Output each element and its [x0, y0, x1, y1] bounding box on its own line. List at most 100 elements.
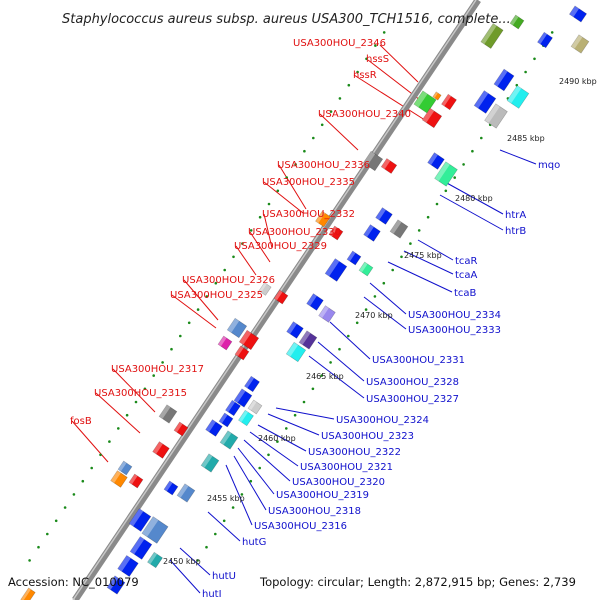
gene-label-reverse: hutU [212, 571, 236, 582]
tick-dot [355, 321, 359, 325]
gene-feature [117, 555, 139, 577]
gene-label-reverse: htrB [505, 226, 526, 237]
gene-feature [106, 575, 126, 595]
gene-feature [20, 587, 36, 600]
tick-dot [214, 532, 217, 536]
tick-dot [267, 202, 271, 206]
tick-dot [232, 255, 235, 259]
tick-dot [249, 229, 253, 232]
gene-feature [434, 161, 458, 187]
tick-dot [409, 242, 412, 245]
tick-dot [374, 44, 377, 47]
gene-feature [158, 404, 178, 424]
gene-feature [286, 321, 304, 339]
gene-feature [173, 421, 189, 437]
gene-label-forward: USA300HOU_2317 [111, 364, 204, 375]
gene-label-reverse: hutG [242, 537, 266, 548]
kbp-tick-label: 2465 kbp [306, 372, 344, 381]
gene-feature [205, 419, 223, 437]
tick-dot [205, 545, 208, 549]
kbp-tick-labels: 2490 kbp 2485 kbp 2480 kbp 2475 kbp 2470 kbp… [163, 77, 597, 566]
tick-dot [108, 440, 111, 443]
leader-line [237, 447, 275, 495]
tick-dot [338, 347, 341, 351]
gene-feature [141, 516, 169, 544]
tick-dot [179, 334, 182, 338]
gene-feature [225, 399, 241, 417]
tick-dot [249, 479, 253, 483]
kbp-tick-label: 2455 kbp [207, 494, 245, 503]
gene-label-forward: USA300HOU_2332 [262, 209, 355, 220]
gene-label-forward: USA300HOU_2340 [318, 109, 411, 120]
leader-line [183, 279, 219, 321]
tick-dot [46, 532, 49, 536]
gene-feature [226, 317, 248, 339]
gene-feature [247, 399, 263, 415]
gene-feature [315, 210, 331, 228]
tick-dot [170, 347, 173, 351]
kbp-tick-label: 2450 kbp [163, 557, 201, 566]
gene-label-reverse: USA300HOU_2333 [408, 325, 501, 336]
gene-feature [285, 341, 307, 363]
leader-line [243, 439, 291, 482]
tick-dot [258, 466, 262, 470]
gene-label-reverse: USA300HOU_2321 [300, 462, 393, 473]
tick-dot [373, 295, 377, 298]
tick-dot [311, 387, 315, 391]
leader-line [363, 296, 407, 330]
gene-label-reverse: USA300HOU_2323 [321, 431, 414, 442]
leader-line [179, 547, 211, 576]
genome-backbone [72, 0, 481, 600]
tick-dot [276, 440, 279, 443]
gene-feature [432, 91, 442, 101]
gene-label-reverse: tcaR [455, 256, 478, 267]
gene-label-forward: USA300HOU_2330 [248, 227, 341, 238]
gene-feature [152, 441, 170, 459]
tick-dot [28, 559, 31, 562]
gene-label-forward: hssS [366, 54, 389, 65]
tick-dot [99, 453, 102, 457]
leader-line [403, 250, 454, 275]
leader-line [319, 113, 359, 151]
gene-label-reverse: USA300HOU_2318 [268, 506, 361, 517]
gene-feature [358, 261, 374, 277]
tick-dot [364, 308, 368, 311]
leader-line [417, 239, 454, 261]
tick-dot [90, 466, 93, 470]
gene-feature [128, 473, 144, 489]
leader-line [499, 149, 537, 165]
leader-line [317, 341, 365, 382]
gene-feature [421, 107, 443, 129]
tick-dot [302, 400, 306, 404]
map-title: Staphylococcus aureus subsp. aureus USA3… [62, 12, 511, 27]
gene-feature [363, 224, 381, 242]
tick-dot [143, 387, 147, 391]
gene-label-forward: USA300HOU_2329 [234, 241, 327, 252]
tick-dot [223, 268, 226, 272]
gene-feature [328, 225, 344, 241]
gene-feature [258, 282, 272, 296]
gene-label-forward: USA300HOU_2346 [293, 38, 386, 49]
tick-dot [320, 123, 324, 127]
gene-feature [219, 430, 239, 450]
gene-feature [244, 375, 260, 393]
leader-line [263, 213, 273, 249]
leader-line [444, 181, 504, 215]
tick-dot [453, 176, 457, 179]
kbp-tick-label: 2460 kbp [258, 434, 296, 443]
leader-line [275, 407, 335, 420]
gene-feature [298, 330, 318, 350]
tick-dot [550, 31, 554, 34]
tick-dot [117, 427, 120, 430]
gene-feature [509, 14, 525, 30]
leader-line [249, 231, 271, 263]
tick-dot [329, 361, 332, 364]
tick-dot [285, 176, 289, 179]
tick-dot [382, 281, 386, 285]
tick-dot [222, 519, 226, 523]
gene-label-forward: fosB [70, 416, 92, 427]
gene-feature [493, 68, 515, 92]
kbp-tick-label: 2485 kbp [507, 134, 545, 143]
gene-label-forward: USA300HOU_2325 [170, 290, 263, 301]
gene-label-reverse: USA300HOU_2328 [366, 377, 459, 388]
